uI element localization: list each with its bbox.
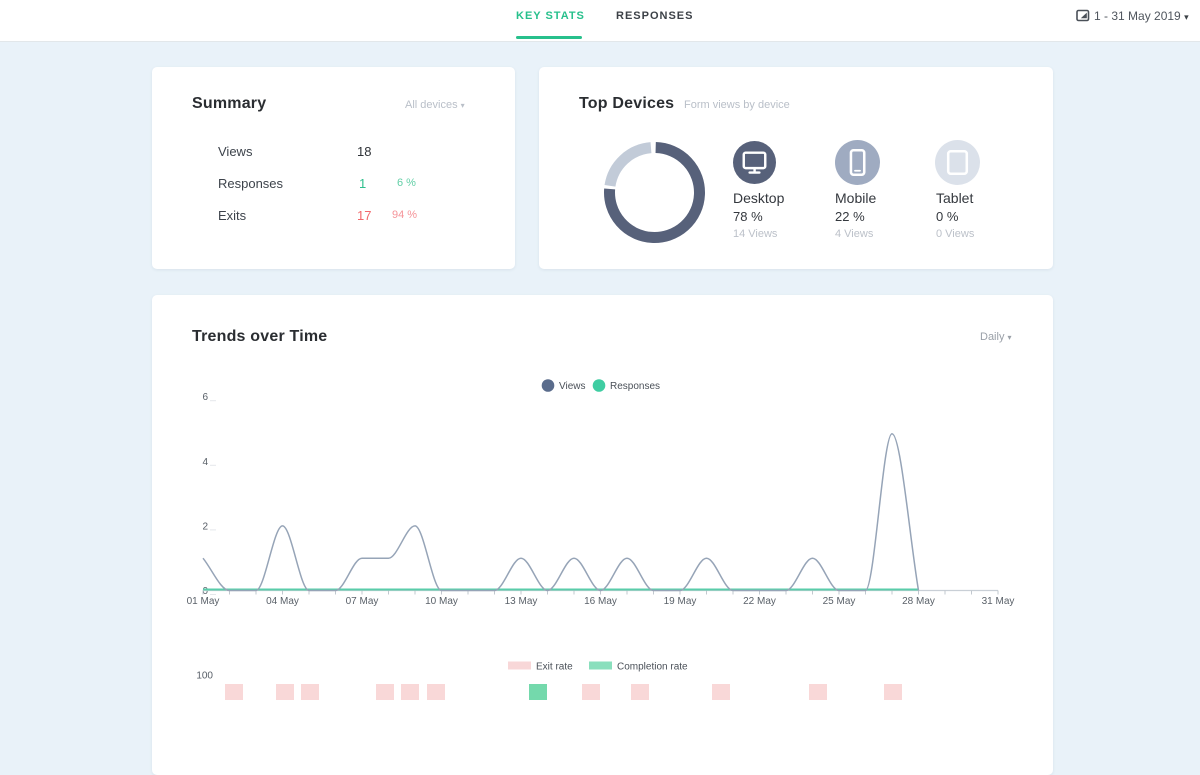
svg-text:28 May: 28 May	[902, 596, 935, 607]
svg-text:10 May: 10 May	[425, 596, 458, 607]
svg-text:6: 6	[202, 392, 208, 403]
svg-text:01 May: 01 May	[187, 596, 220, 607]
svg-text:25 May: 25 May	[823, 596, 856, 607]
svg-text:Completion rate: Completion rate	[617, 662, 688, 673]
svg-text:2: 2	[202, 521, 208, 532]
svg-text:Exit rate: Exit rate	[536, 662, 573, 673]
svg-text:22 May: 22 May	[743, 596, 776, 607]
svg-text:100: 100	[196, 671, 213, 682]
svg-text:Responses: Responses	[610, 381, 660, 392]
svg-text:19 May: 19 May	[664, 596, 697, 607]
svg-text:31 May: 31 May	[982, 596, 1015, 607]
svg-text:16 May: 16 May	[584, 596, 617, 607]
svg-text:0: 0	[202, 586, 208, 597]
svg-text:04 May: 04 May	[266, 596, 299, 607]
svg-text:Views: Views	[559, 381, 586, 392]
svg-text:07 May: 07 May	[346, 596, 379, 607]
svg-text:4: 4	[202, 457, 208, 468]
svg-text:13 May: 13 May	[505, 596, 538, 607]
